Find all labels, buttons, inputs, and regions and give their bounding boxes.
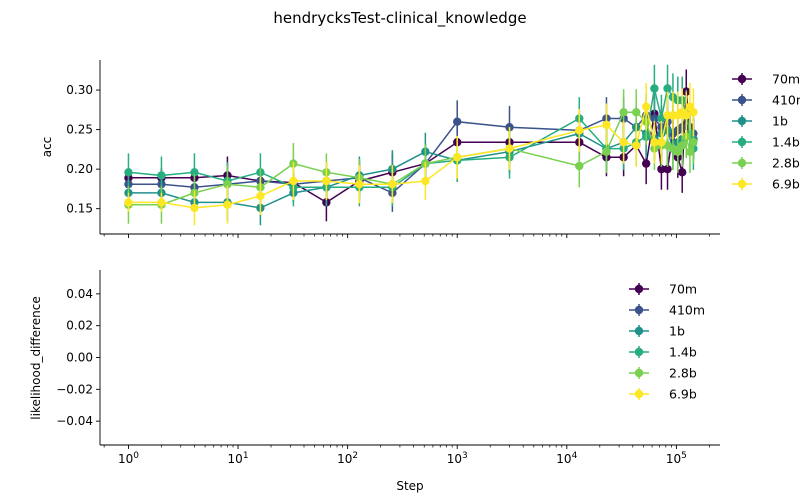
data-point bbox=[124, 168, 133, 177]
data-point bbox=[190, 203, 199, 213]
legend-marker bbox=[737, 137, 747, 147]
legend-label: 6.9b bbox=[669, 387, 697, 402]
x-tick-label: 104 bbox=[556, 451, 577, 466]
data-point bbox=[689, 108, 698, 117]
y-tick-label: 0.00 bbox=[66, 351, 93, 365]
accuracy-legend: 70m 410m 1b 1.4b 2.8b 6.9b bbox=[732, 72, 800, 192]
legend-marker bbox=[634, 389, 644, 399]
legend-marker bbox=[634, 326, 644, 336]
data-point bbox=[322, 176, 331, 186]
legend-label: 1b bbox=[772, 114, 788, 129]
data-point bbox=[157, 171, 166, 180]
data-point bbox=[678, 141, 687, 150]
series-6.9b bbox=[124, 82, 698, 226]
y-tick-label: −0.04 bbox=[56, 414, 93, 428]
data-point bbox=[289, 176, 298, 186]
data-point bbox=[453, 153, 462, 162]
legend-label: 2.8b bbox=[669, 366, 697, 381]
legend-marker bbox=[737, 95, 747, 105]
legend-marker bbox=[634, 368, 644, 378]
accuracy-series-group bbox=[124, 64, 698, 226]
data-point bbox=[223, 179, 232, 189]
y-tick-label: 0.02 bbox=[66, 319, 93, 333]
y-tick-label: 0.20 bbox=[66, 162, 93, 176]
data-point bbox=[421, 176, 430, 186]
data-point bbox=[602, 120, 611, 130]
x-tick-label: 105 bbox=[666, 451, 687, 466]
legend-label: 6.9b bbox=[772, 177, 800, 192]
likelihood-y-axis-label: likelihood_difference bbox=[29, 296, 43, 419]
legend-marker bbox=[737, 158, 747, 168]
data-point bbox=[223, 200, 232, 209]
x-tick-label: 102 bbox=[337, 451, 358, 466]
data-point bbox=[657, 164, 666, 174]
legend-marker bbox=[634, 284, 644, 294]
data-point bbox=[663, 84, 672, 93]
likelihood-axes: 0.04 0.02 0.00 −0.02 −0.04 100 101 102 103 104 105 bbox=[56, 270, 720, 466]
data-point bbox=[124, 198, 133, 207]
x-tick-label: 101 bbox=[228, 451, 249, 466]
accuracy-panel: 0.15 0.20 0.25 0.30 acc 70m 410m 1b 1.4b 2.8b 6.… bbox=[40, 60, 800, 238]
data-point bbox=[575, 161, 584, 171]
data-point bbox=[650, 84, 659, 93]
y-tick-label: 0.30 bbox=[66, 83, 93, 97]
data-point bbox=[453, 117, 462, 126]
accuracy-axes: 0.15 0.20 0.25 0.30 bbox=[66, 60, 720, 238]
legend-marker bbox=[634, 305, 644, 315]
likelihood-legend: 70m 410m 1b 1.4b 2.8b 6.9b bbox=[629, 282, 705, 402]
data-point bbox=[641, 102, 651, 111]
x-tick-label: 100 bbox=[118, 451, 139, 466]
data-point bbox=[619, 138, 628, 147]
data-point bbox=[650, 138, 659, 147]
likelihood-difference-panel: 0.04 0.02 0.00 −0.02 −0.04 100 101 102 103 104 105… bbox=[29, 270, 720, 493]
data-point bbox=[657, 138, 666, 147]
y-tick-label: −0.02 bbox=[56, 382, 93, 396]
y-tick-label: 0.04 bbox=[66, 287, 93, 301]
figure-title: hendrycksTest-clinical_knowledge bbox=[273, 9, 526, 28]
data-point bbox=[256, 191, 265, 201]
data-point bbox=[388, 179, 397, 189]
data-point bbox=[663, 164, 672, 174]
legend-marker bbox=[737, 74, 747, 84]
data-point bbox=[632, 108, 641, 117]
legend-label: 410m bbox=[669, 303, 705, 318]
data-point bbox=[575, 126, 584, 135]
data-point bbox=[157, 198, 166, 207]
data-point bbox=[678, 168, 687, 177]
legend-marker bbox=[634, 347, 644, 357]
data-point bbox=[619, 108, 628, 117]
x-axis-label: Step bbox=[396, 479, 423, 493]
data-point bbox=[632, 141, 641, 150]
data-point bbox=[505, 144, 514, 153]
data-point bbox=[641, 159, 651, 168]
accuracy-y-axis-label: acc bbox=[40, 137, 54, 158]
x-tick-label: 103 bbox=[447, 451, 468, 466]
legend-marker bbox=[737, 179, 747, 189]
data-point bbox=[682, 111, 691, 120]
data-point bbox=[685, 147, 695, 156]
legend-marker bbox=[737, 116, 747, 126]
legend-label: 70m bbox=[772, 72, 800, 87]
data-point bbox=[689, 138, 698, 147]
legend-label: 410m bbox=[772, 93, 800, 108]
legend-label: 1b bbox=[669, 324, 685, 339]
legend-label: 2.8b bbox=[772, 156, 800, 171]
data-point bbox=[355, 179, 364, 189]
data-point bbox=[673, 147, 682, 156]
legend-label: 1.4b bbox=[669, 345, 697, 360]
y-tick-label: 0.25 bbox=[66, 123, 93, 137]
data-point bbox=[602, 147, 611, 156]
y-tick-label: 0.15 bbox=[66, 202, 93, 216]
data-point bbox=[190, 168, 199, 177]
legend-label: 70m bbox=[669, 282, 697, 297]
legend-label: 1.4b bbox=[772, 135, 800, 150]
